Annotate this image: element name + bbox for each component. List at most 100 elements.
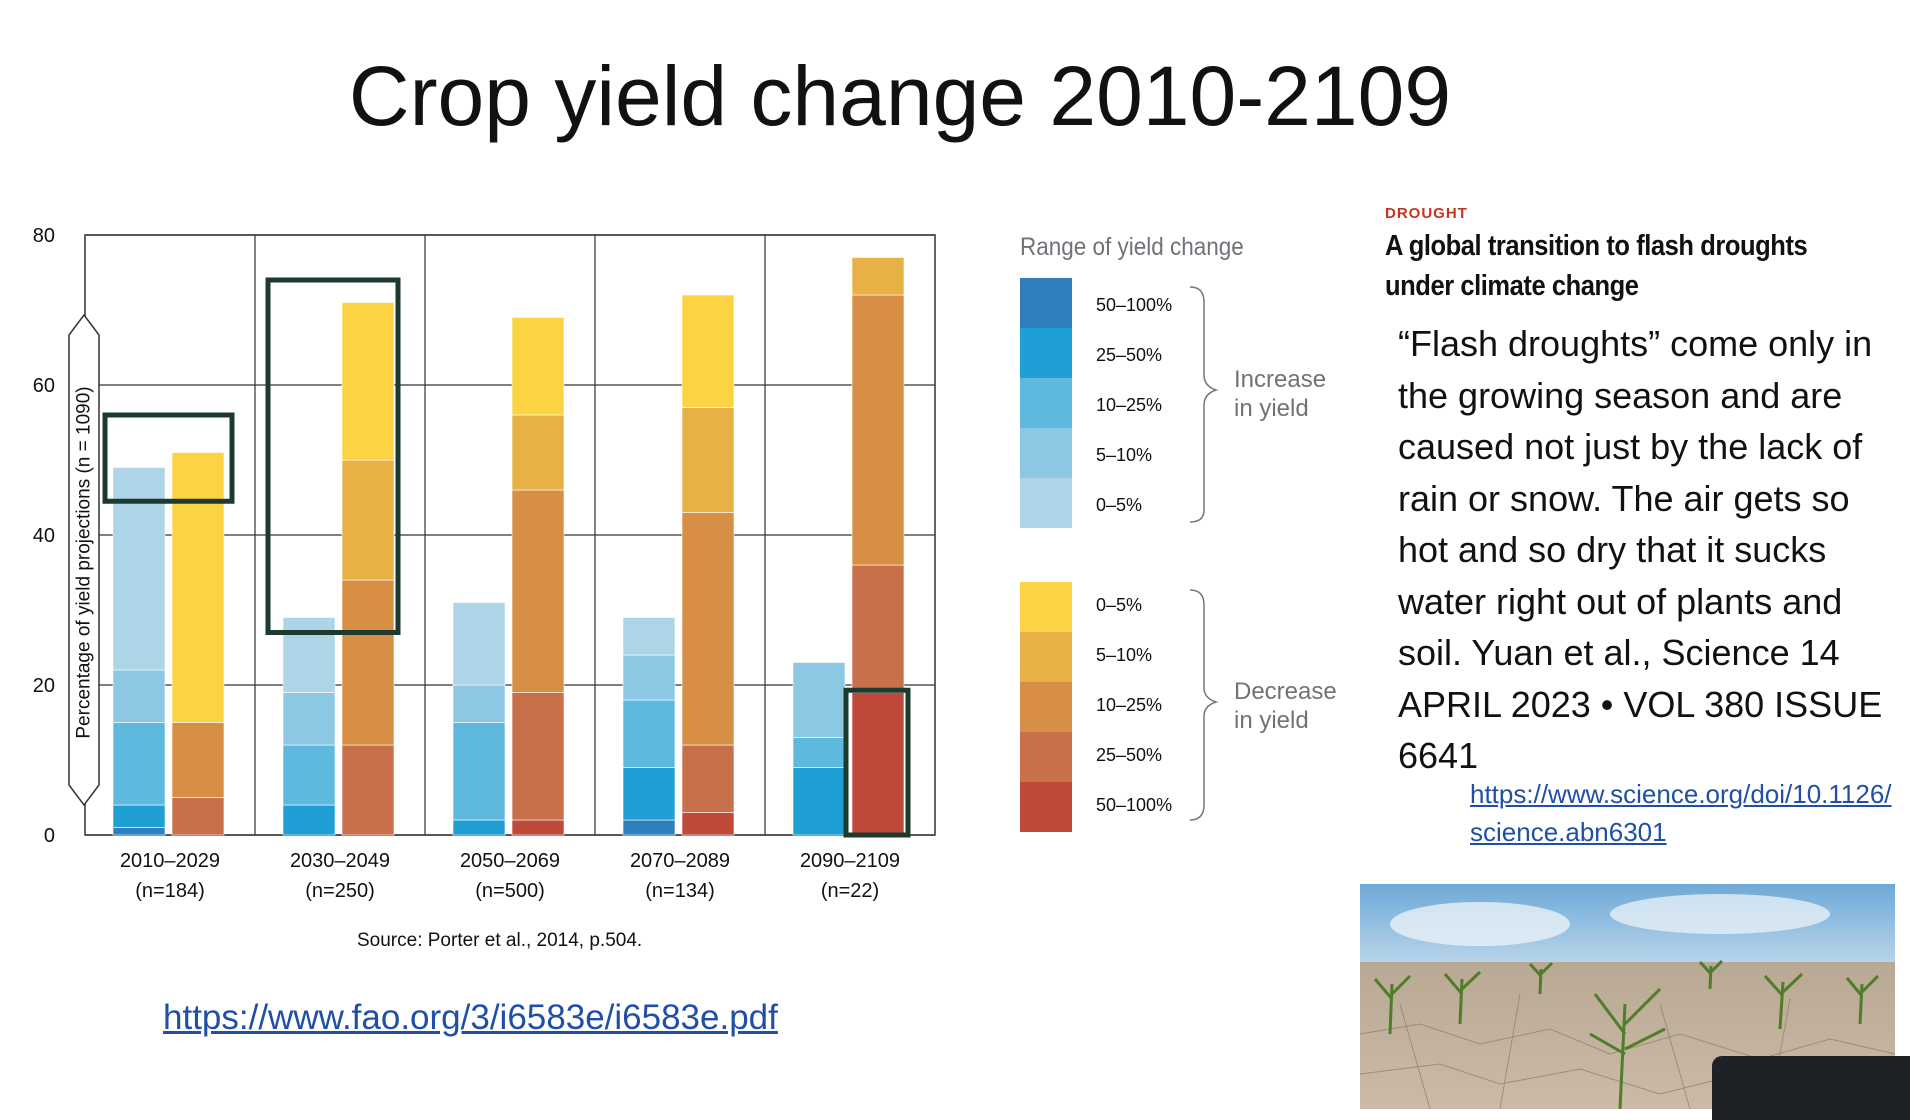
- video-overlay-corner: [1712, 1056, 1910, 1120]
- x-tick-label: 2070–2089: [630, 850, 730, 872]
- x-tick-count-label: (n=500): [475, 880, 545, 902]
- bar-segment-increase: [792, 737, 846, 768]
- x-tick-count-label: (n=184): [135, 880, 205, 902]
- legend-swatch-decrease: [1020, 782, 1072, 832]
- legend-swatch-decrease: [1020, 732, 1072, 782]
- legend-item-label: 25–50%: [1096, 745, 1162, 765]
- legend-item-label: 0–5%: [1096, 495, 1142, 515]
- x-tick-label: 2030–2049: [290, 850, 390, 872]
- bar-segment-decrease: [851, 257, 905, 296]
- y-tick-label: 0: [44, 825, 55, 847]
- bar-segment-decrease: [681, 812, 735, 836]
- legend-swatch-increase: [1020, 328, 1072, 378]
- bar-segment-increase: [112, 827, 166, 836]
- legend-swatch-increase: [1020, 278, 1072, 328]
- y-tick-label: 60: [33, 375, 55, 397]
- bar-segment-increase: [622, 654, 676, 701]
- legend-brace-decrease: [1189, 589, 1219, 821]
- bar-segment-increase: [282, 744, 336, 806]
- legend-item-label: 25–50%: [1096, 345, 1162, 365]
- bar-segment-increase: [452, 722, 506, 821]
- bar-segment-decrease: [171, 722, 225, 798]
- legend-swatch-decrease: [1020, 682, 1072, 732]
- x-tick-count-label: (n=22): [821, 880, 879, 902]
- article-section-label: DROUGHT: [1385, 205, 1468, 222]
- x-tick-count-label: (n=250): [305, 880, 375, 902]
- bar-segment-increase: [622, 819, 676, 836]
- x-tick-count-label: (n=134): [645, 880, 715, 902]
- legend-item-label: 10–25%: [1096, 395, 1162, 415]
- bar-segment-decrease: [511, 317, 565, 416]
- bar-segment-increase: [792, 662, 846, 738]
- bar-segment-decrease: [681, 512, 735, 746]
- y-axis-label-frame: [68, 313, 100, 807]
- legend-increase-label-line2: in yield: [1234, 395, 1309, 422]
- bar-segment-decrease: [681, 294, 735, 408]
- bar-segment-increase: [112, 467, 166, 671]
- cornfield-illustration: [1360, 884, 1895, 1109]
- bar-segment-increase: [792, 767, 846, 836]
- highlight-box-2010: [102, 412, 235, 504]
- bar-segment-decrease: [171, 452, 225, 723]
- bar-segment-decrease: [511, 692, 565, 821]
- bar-segment-decrease: [511, 414, 565, 491]
- fao-link[interactable]: https://www.fao.org/3/i6583e/i6583e.pdf: [163, 998, 778, 1037]
- legend-swatch-increase: [1020, 478, 1072, 528]
- legend-title: Range of yield change: [1020, 233, 1244, 261]
- bar-segment-decrease: [171, 797, 225, 836]
- bar-segment-decrease: [851, 692, 905, 836]
- bar-segment-decrease: [851, 294, 905, 566]
- bar-segment-increase: [622, 617, 676, 656]
- bar-segment-increase: [112, 669, 166, 723]
- bar-segment-increase: [622, 767, 676, 821]
- slide-title: Crop yield change 2010-2109: [348, 49, 1452, 143]
- bar-segment-decrease: [511, 819, 565, 836]
- bar-segment-decrease: [851, 564, 905, 693]
- legend-swatch-decrease: [1020, 632, 1072, 682]
- dry-cornfield-photo: [1360, 884, 1895, 1109]
- legend-item-label: 10–25%: [1096, 695, 1162, 715]
- y-tick-label: 40: [33, 525, 55, 547]
- bar-segment-decrease: [681, 744, 735, 813]
- x-tick-label: 2050–2069: [460, 850, 560, 872]
- bar-segment-decrease: [681, 407, 735, 513]
- bar-segment-increase: [452, 819, 506, 836]
- legend-increase-label-line1: Increase: [1234, 366, 1326, 393]
- bar-segment-increase: [282, 617, 336, 693]
- bar-segment-increase: [282, 692, 336, 746]
- bar-segment-decrease: [511, 489, 565, 693]
- legend-item-label: 5–10%: [1096, 445, 1152, 465]
- highlight-box-2090: [843, 687, 911, 838]
- bar-segment-increase: [452, 602, 506, 686]
- legend-decrease-label-line1: Decrease: [1234, 678, 1337, 705]
- legend-decrease-label-line2: in yield: [1234, 707, 1309, 734]
- bar-segment-increase: [622, 699, 676, 768]
- bar-segment-increase: [112, 722, 166, 806]
- bar-segment-increase: [282, 804, 336, 836]
- bar-segment-decrease: [341, 459, 395, 581]
- legend-swatch-increase: [1020, 378, 1072, 428]
- legend-item-label: 5–10%: [1096, 645, 1152, 665]
- legend-swatch-decrease: [1020, 582, 1072, 632]
- y-axis-label: Percentage of yield projections (n = 109…: [74, 386, 95, 738]
- bar-segment-increase: [112, 804, 166, 828]
- science-link[interactable]: https://www.science.org/doi/10.1126/scie…: [1470, 779, 1892, 847]
- legend-item-label: 50–100%: [1096, 795, 1172, 815]
- x-tick-label: 2010–2029: [120, 850, 220, 872]
- y-tick-label: 20: [33, 675, 55, 697]
- bar-segment-increase: [452, 684, 506, 723]
- bar-segment-decrease: [341, 744, 395, 836]
- chart-source-note: Source: Porter et al., 2014, p.504.: [357, 930, 643, 951]
- x-tick-label: 2090–2109: [800, 850, 900, 872]
- article-title: A global transition to flash droughts un…: [1385, 230, 1808, 302]
- legend-brace-increase: [1189, 286, 1219, 523]
- bar-segment-decrease: [341, 302, 395, 461]
- bar-segment-decrease: [341, 579, 395, 746]
- legend-item-label: 50–100%: [1096, 295, 1172, 315]
- article-body: “Flash droughts” come only in the growin…: [1398, 323, 1883, 776]
- legend-item-label: 0–5%: [1096, 595, 1142, 615]
- y-tick-label: 80: [33, 225, 55, 247]
- legend-swatch-increase: [1020, 428, 1072, 478]
- highlight-box-2030: [265, 277, 401, 635]
- yield-change-chart: 0 20 40 60 80 Percentage of yield projections…: [33, 225, 1337, 902]
